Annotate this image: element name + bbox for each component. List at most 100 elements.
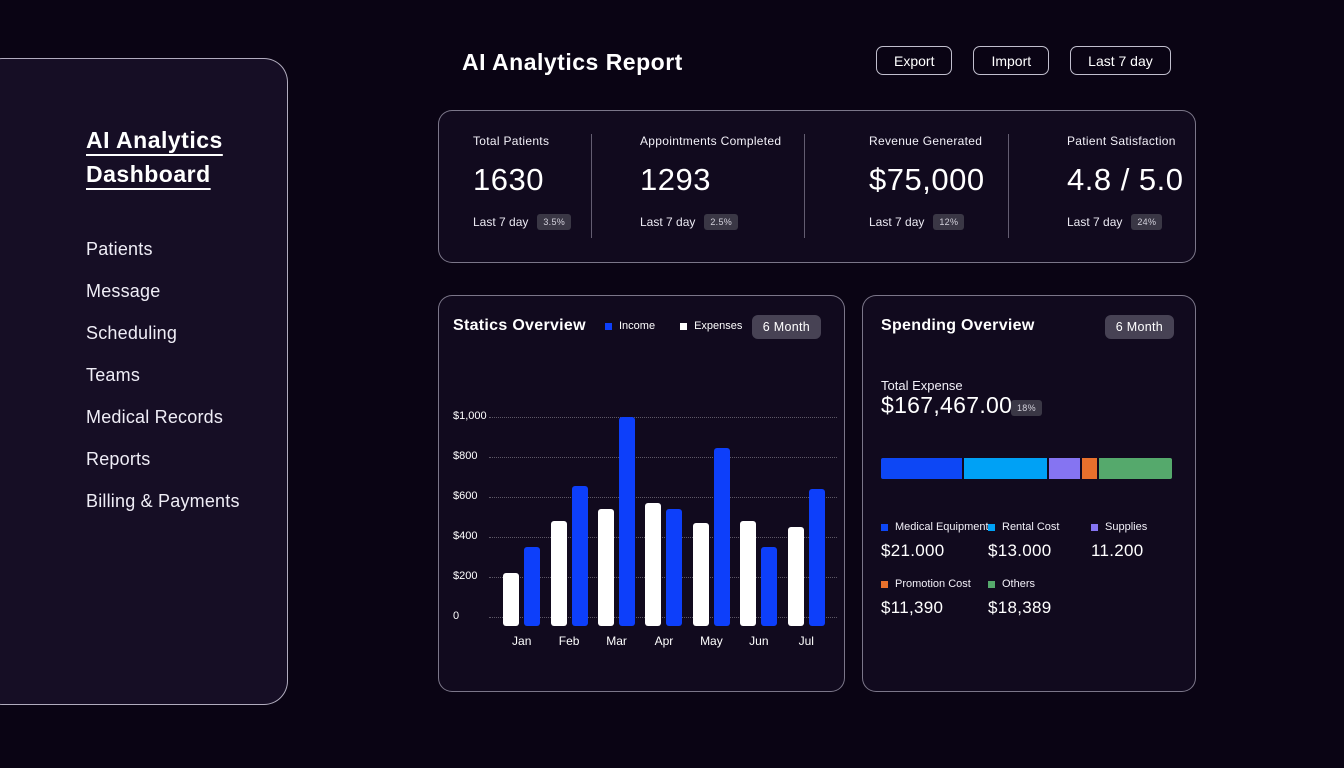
sidebar-title-line2: Dashboard — [86, 161, 211, 187]
stat-change-badge: 12% — [933, 214, 965, 230]
total-expense-label: Total Expense — [881, 378, 963, 393]
stat-revenue-generated: Revenue Generated $75,000 Last 7 day 12% — [869, 134, 985, 230]
income-bar — [666, 509, 683, 626]
sidebar: AI Analytics Dashboard Patients Message Sc… — [0, 58, 288, 705]
stat-value: $75,000 — [869, 162, 985, 197]
expenses-bar — [645, 503, 662, 626]
spending-overview-card: Spending Overview 6 Month Total Expense … — [862, 295, 1196, 692]
y-axis-tick: $400 — [453, 530, 478, 542]
grid-line — [489, 537, 837, 538]
segment-others — [1099, 458, 1172, 479]
spending-stacked-bar — [881, 458, 1172, 479]
spend-label-text: Others — [1002, 578, 1036, 590]
bar-chart: $1,000 $800 $600 $400 $200 0 Jan Feb Mar Apr May Ju… — [453, 406, 837, 648]
spend-legend-supplies: Supplies 11.200 — [1091, 521, 1147, 561]
x-axis-label: Jun — [749, 634, 769, 648]
legend-expenses: Expenses — [680, 320, 742, 332]
stat-period: Last 7 day 3.5% — [473, 214, 572, 230]
expenses-bar — [503, 573, 520, 626]
spending-period-badge[interactable]: 6 Month — [1104, 315, 1174, 339]
spend-label-text: Supplies — [1105, 521, 1148, 533]
bar-group-may — [688, 406, 735, 626]
spend-label-text: Medical Equipment — [895, 521, 989, 533]
spend-item-value: 11.200 — [1091, 541, 1144, 560]
spend-legend-others: Others $18,389 — [988, 578, 1052, 618]
sidebar-item-teams[interactable]: Teams — [86, 365, 141, 385]
sidebar-item-reports[interactable]: Reports — [86, 449, 151, 469]
bar-group-jan — [498, 406, 545, 626]
stat-period-text: Last 7 day — [869, 215, 925, 229]
total-expense-value: $167,467.00 — [881, 392, 1013, 418]
spend-item-value: $18,389 — [988, 598, 1052, 617]
stat-change-badge: 24% — [1131, 214, 1163, 230]
stat-value: 1630 — [473, 162, 544, 197]
income-bar — [619, 417, 636, 626]
x-axis-label: Mar — [606, 634, 627, 648]
sidebar-item-medical-records[interactable]: Medical Records — [86, 407, 224, 427]
sidebar-title: AI Analytics Dashboard — [86, 123, 287, 191]
grid-line — [489, 617, 837, 618]
stat-divider — [591, 134, 592, 238]
rental-cost-swatch-icon — [988, 523, 995, 531]
grid-line — [489, 497, 837, 498]
segment-promotion-cost — [1082, 458, 1098, 479]
spend-legend-rental-cost: Rental Cost $13.000 — [988, 521, 1059, 561]
stat-divider — [804, 134, 805, 238]
y-axis-tick: $200 — [453, 570, 478, 582]
spend-legend-medical-equipment: Medical Equipment $21.000 — [881, 521, 989, 561]
spend-item-value: $13.000 — [988, 541, 1052, 560]
stat-appointments-completed: Appointments Completed 1293 Last 7 day 2.5% — [640, 134, 781, 230]
spend-item-label: Supplies — [1091, 521, 1147, 533]
stat-divider — [1008, 134, 1009, 238]
stat-period: Last 7 day 12% — [869, 214, 985, 230]
stat-period-text: Last 7 day — [1067, 215, 1123, 229]
statics-overview-card: Statics Overview Income Expenses 6 Month … — [438, 295, 845, 692]
bar-chart-legend: Income Expenses — [605, 320, 742, 332]
y-axis-tick: 0 — [453, 610, 460, 622]
spend-item-label: Others — [988, 578, 1052, 590]
total-expense-change-badge: 18% — [1011, 400, 1042, 416]
grid-line — [489, 577, 837, 578]
month-labels: Jan Feb Mar Apr May Jun Jul — [498, 634, 830, 648]
stat-label: Revenue Generated — [869, 134, 983, 148]
income-legend-swatch-icon — [605, 322, 612, 330]
expenses-bar — [692, 523, 709, 626]
legend-income: Income — [605, 320, 655, 332]
sidebar-item-billing-payments[interactable]: Billing & Payments — [86, 491, 240, 511]
bar-group-mar — [593, 406, 640, 626]
legend-label: Expenses — [694, 320, 743, 332]
spend-item-value: $21.000 — [881, 541, 945, 560]
medical-equipment-swatch-icon — [881, 523, 888, 531]
expenses-bar — [740, 521, 757, 626]
segment-supplies — [1049, 458, 1081, 479]
spend-item-value: $11,390 — [881, 598, 944, 617]
stat-change-badge: 2.5% — [704, 214, 739, 230]
segment-rental-cost — [964, 458, 1048, 479]
sidebar-item-message[interactable]: Message — [86, 281, 161, 301]
export-button[interactable]: Export — [876, 46, 953, 75]
stat-period-text: Last 7 day — [473, 215, 529, 229]
spend-legend-promotion-cost: Promotion Cost $11,390 — [881, 578, 971, 618]
bar-group-apr — [640, 406, 687, 626]
promotion-cost-swatch-icon — [881, 580, 888, 588]
spend-item-label: Rental Cost — [988, 521, 1059, 533]
bar-group-feb — [545, 406, 592, 626]
grid-line — [489, 417, 837, 418]
x-axis-label: Apr — [654, 634, 674, 648]
import-button[interactable]: Import — [973, 46, 1050, 75]
stat-patient-satisfaction: Patient Satisfaction 4.8 / 5.0 Last 7 day 2… — [1067, 134, 1184, 230]
statics-overview-title: Statics Overview — [453, 317, 586, 334]
sidebar-title-line1: AI Analytics — [86, 127, 223, 153]
stats-card: Total Patients 1630 Last 7 day 3.5% Appointm… — [438, 110, 1196, 263]
date-range-button[interactable]: Last 7 day — [1070, 46, 1171, 75]
sidebar-item-patients[interactable]: Patients — [86, 239, 153, 259]
statics-period-badge[interactable]: 6 Month — [751, 315, 821, 339]
others-swatch-icon — [988, 580, 995, 588]
legend-label: Income — [619, 320, 656, 332]
income-bar — [713, 448, 730, 626]
y-axis-tick: $1,000 — [453, 410, 487, 422]
expenses-legend-swatch-icon — [680, 322, 688, 330]
sidebar-item-scheduling[interactable]: Scheduling — [86, 323, 178, 343]
spending-overview-title: Spending Overview — [881, 317, 1035, 334]
page-title: AI Analytics Report — [462, 49, 683, 75]
